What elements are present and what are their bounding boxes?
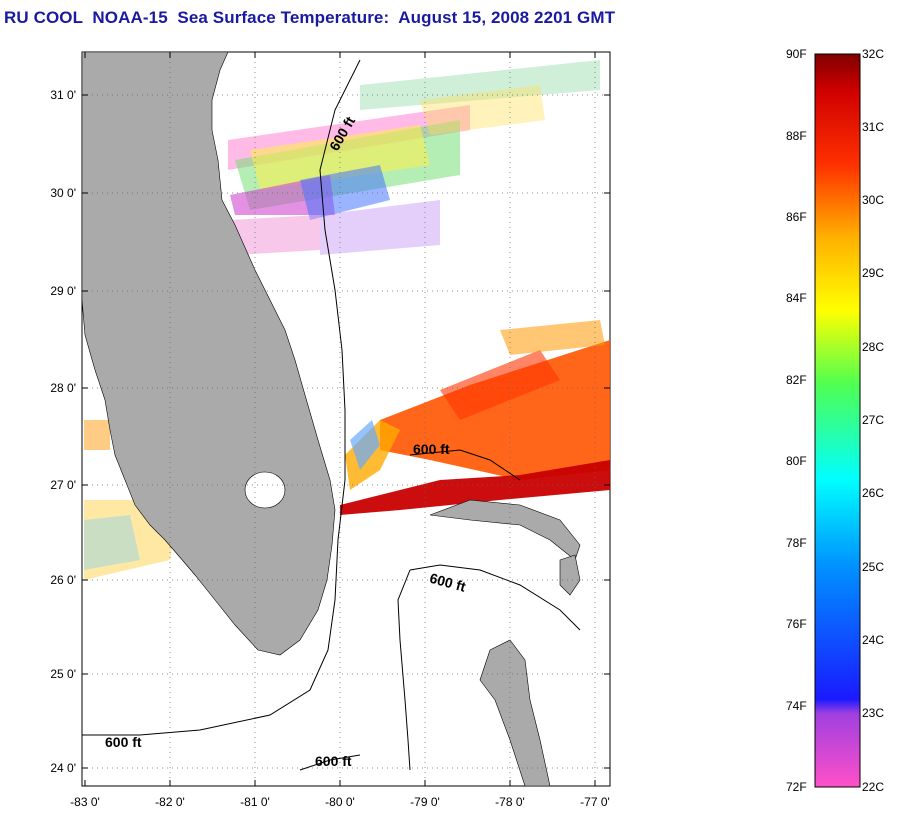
cb-f-78: 78F: [786, 536, 807, 550]
contour-label-2: 600 ft: [413, 441, 450, 457]
map-title: RU COOL NOAA-15 Sea Surface Temperature:…: [4, 8, 616, 27]
lon-label-82: -82 0': [155, 795, 185, 809]
lat-label-28: 28 0': [50, 381, 76, 395]
lat-label-24: 24 0': [50, 761, 76, 775]
cb-c-26: 26C: [862, 486, 885, 500]
cb-f-74: 74F: [786, 699, 807, 713]
cb-c-22: 22C: [862, 780, 885, 794]
cb-c-24: 24C: [862, 633, 885, 647]
lat-label-29: 29 0': [50, 284, 76, 298]
lat-label-27: 27 0': [50, 478, 76, 492]
contour-label-4: 600 ft: [105, 734, 142, 750]
lon-label-83: -83 0': [70, 795, 100, 809]
sst-swath-north: [228, 60, 600, 255]
graticule: [82, 52, 610, 786]
cb-c-29: 29C: [862, 266, 885, 280]
lon-label-78: -78 0': [495, 795, 525, 809]
colorbar: [814, 53, 861, 788]
lake-okeechobee: [244, 471, 286, 509]
lat-label-31: 31 0': [50, 88, 76, 102]
cb-f-86: 86F: [786, 210, 807, 224]
sst-swath-south: [84, 320, 610, 580]
lon-label-81: -81 0': [240, 795, 270, 809]
cb-f-72: 72F: [786, 780, 807, 794]
lon-label-79: -79 0': [410, 795, 440, 809]
cb-c-28: 28C: [862, 340, 885, 354]
cb-f-84: 84F: [786, 291, 807, 305]
bahamas-land-3: [559, 554, 581, 596]
lat-label-25: 25 0': [50, 667, 76, 681]
bahamas-land-2: [429, 499, 581, 561]
cb-c-27: 27C: [862, 413, 885, 427]
lon-label-80: -80 0': [325, 795, 355, 809]
cb-c-25: 25C: [862, 560, 885, 574]
cb-f-90: 90F: [786, 47, 807, 61]
lat-label-30: 30 0': [50, 186, 76, 200]
lon-label-77: -77 0': [580, 795, 610, 809]
cb-c-23: 23C: [862, 706, 885, 720]
cb-f-88: 88F: [786, 129, 807, 143]
bahamas-land: [479, 639, 551, 786]
cb-f-82: 82F: [786, 373, 807, 387]
cb-f-80: 80F: [786, 454, 807, 468]
lat-label-26: 26 0': [50, 573, 76, 587]
contour-label-5: 600 ft: [315, 753, 352, 769]
cb-c-32: 32C: [862, 47, 885, 61]
cb-f-76: 76F: [786, 617, 807, 631]
cb-c-30: 30C: [862, 193, 885, 207]
isobath-600ft: [82, 59, 581, 771]
cb-c-31: 31C: [862, 120, 885, 134]
axis-ticks: [82, 52, 610, 786]
